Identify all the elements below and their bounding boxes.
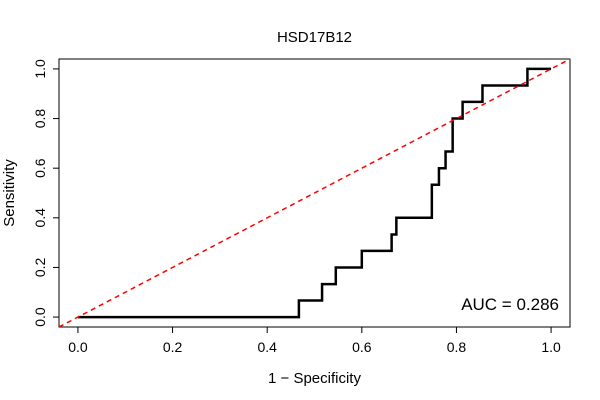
y-axis-label: Sensitivity <box>1 159 18 227</box>
y-tick-label: 0.4 <box>32 208 48 228</box>
chart-title: HSD17B12 <box>277 29 352 46</box>
y-tick-label: 0.0 <box>32 307 48 327</box>
x-tick-label: 0.6 <box>352 339 372 355</box>
x-tick-label: 0.0 <box>68 339 88 355</box>
y-axis: 0.0 0.2 0.4 0.6 0.8 1.0 <box>32 59 60 327</box>
plot-area <box>59 59 570 327</box>
x-tick-label: 0.8 <box>447 339 467 355</box>
x-tick-label: 0.2 <box>163 339 183 355</box>
x-axis: 0.0 0.2 0.4 0.6 0.8 1.0 <box>68 326 561 355</box>
auc-annotation: AUC = 0.286 <box>461 295 559 314</box>
y-tick-label: 0.2 <box>32 258 48 278</box>
reference-diagonal-line <box>59 59 570 327</box>
y-tick-label: 0.6 <box>32 158 48 178</box>
roc-curve <box>77 67 552 319</box>
x-tick-label: 1.0 <box>541 339 561 355</box>
x-axis-label: 1 − Specificity <box>268 370 361 387</box>
y-tick-label: 0.8 <box>32 109 48 129</box>
x-tick-label: 0.4 <box>257 339 277 355</box>
y-tick-label: 1.0 <box>32 59 48 79</box>
